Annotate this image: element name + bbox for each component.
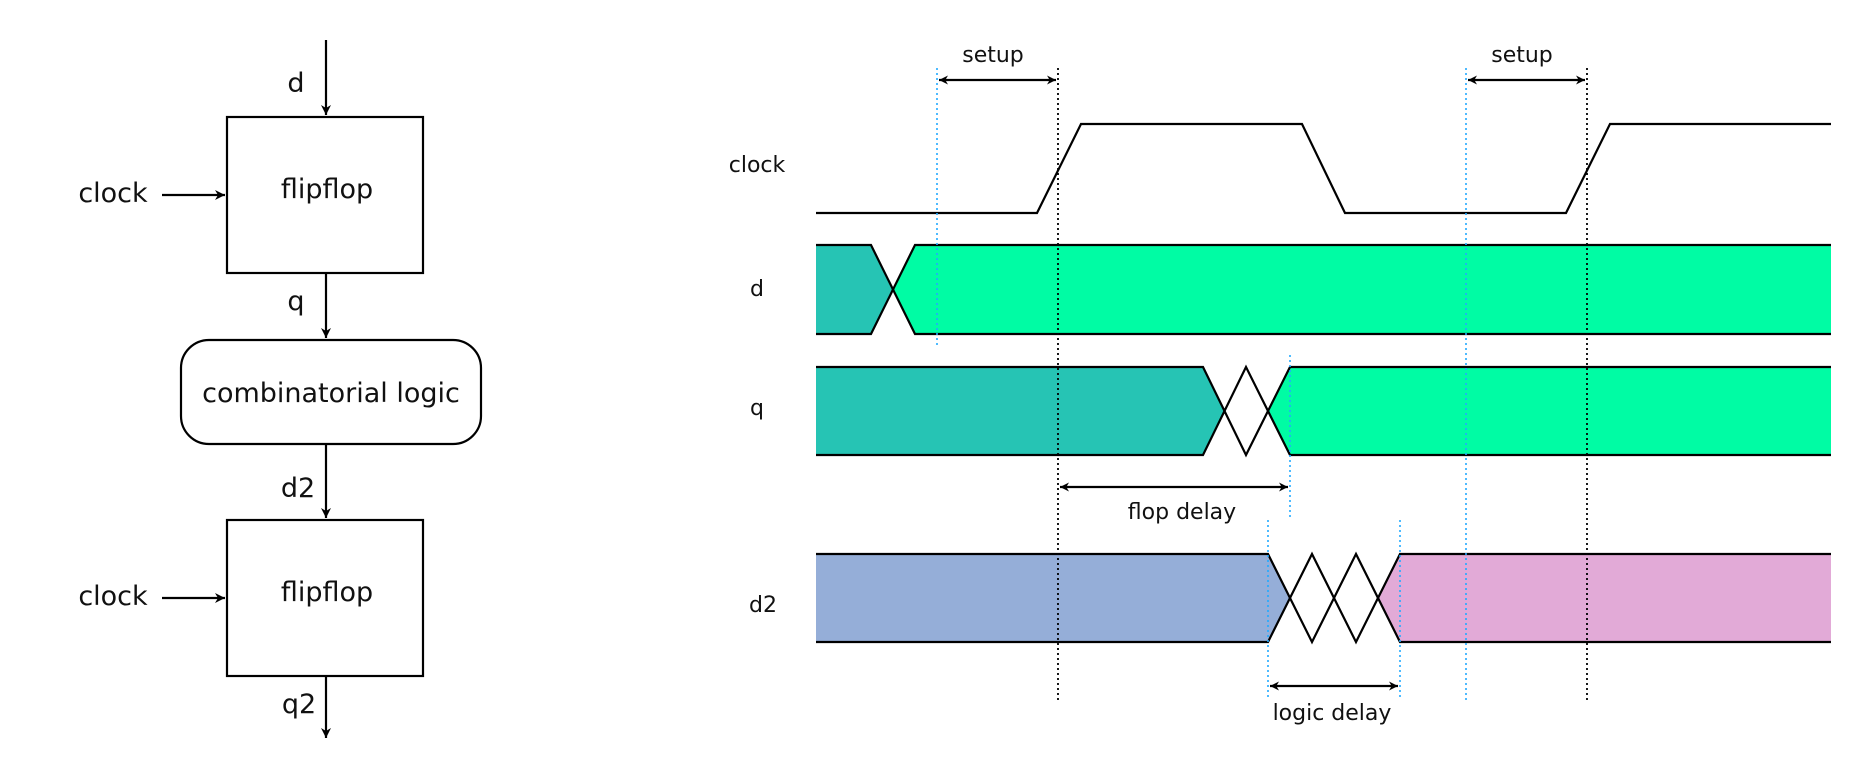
bottom-flipflop-box: [225, 518, 425, 678]
setup-label-1: setup: [962, 43, 1024, 68]
d2-edge-b: [816, 551, 1831, 645]
q-signal-label: q: [750, 396, 764, 421]
combinatorial-logic-label: combinatorial logic: [202, 378, 460, 409]
q-waveform: [816, 364, 1831, 458]
d2-signal-label: d2: [749, 593, 777, 618]
top-flipflop-label: flipflop: [281, 174, 373, 205]
block-diagram: d flipflop clock q combinatorial logic d…: [78, 40, 483, 738]
d-input-label: d: [287, 68, 304, 99]
logic-delay-label: logic delay: [1273, 701, 1392, 726]
top-flipflop-box: [225, 115, 425, 275]
d2-waveform: [816, 551, 1831, 645]
d-old-value: [816, 245, 893, 334]
d-waveform: [816, 243, 1831, 336]
d2-old-value: [816, 554, 1290, 642]
q2-output-label: q2: [282, 689, 316, 720]
bottom-flipflop-label: flipflop: [281, 577, 373, 608]
d-new-value: [893, 245, 1831, 334]
q-new-value: [1268, 367, 1831, 455]
top-clock-label: clock: [78, 178, 148, 209]
clock-waveform: [816, 122, 1831, 215]
d2-label: d2: [281, 473, 315, 504]
d-signal-label: d: [750, 277, 764, 302]
clock-signal-label: clock: [729, 153, 786, 178]
timing-diagram: clock d q d2: [729, 43, 1831, 726]
clock-edge-guides: [1057, 68, 1588, 700]
flop-delay-label: flop delay: [1128, 500, 1236, 525]
combinatorial-logic-box: [179, 338, 483, 446]
q-edge-a: [816, 365, 1831, 458]
d2-new-value: [1378, 554, 1831, 642]
d-edge-b: [816, 243, 1831, 336]
setup-guides: [936, 68, 1467, 700]
q-old-value: [816, 367, 1224, 455]
q-label: q: [287, 286, 304, 317]
bottom-clock-label: clock: [78, 581, 148, 612]
q-edge-b: [816, 364, 1831, 457]
setup-label-2: setup: [1491, 43, 1553, 68]
